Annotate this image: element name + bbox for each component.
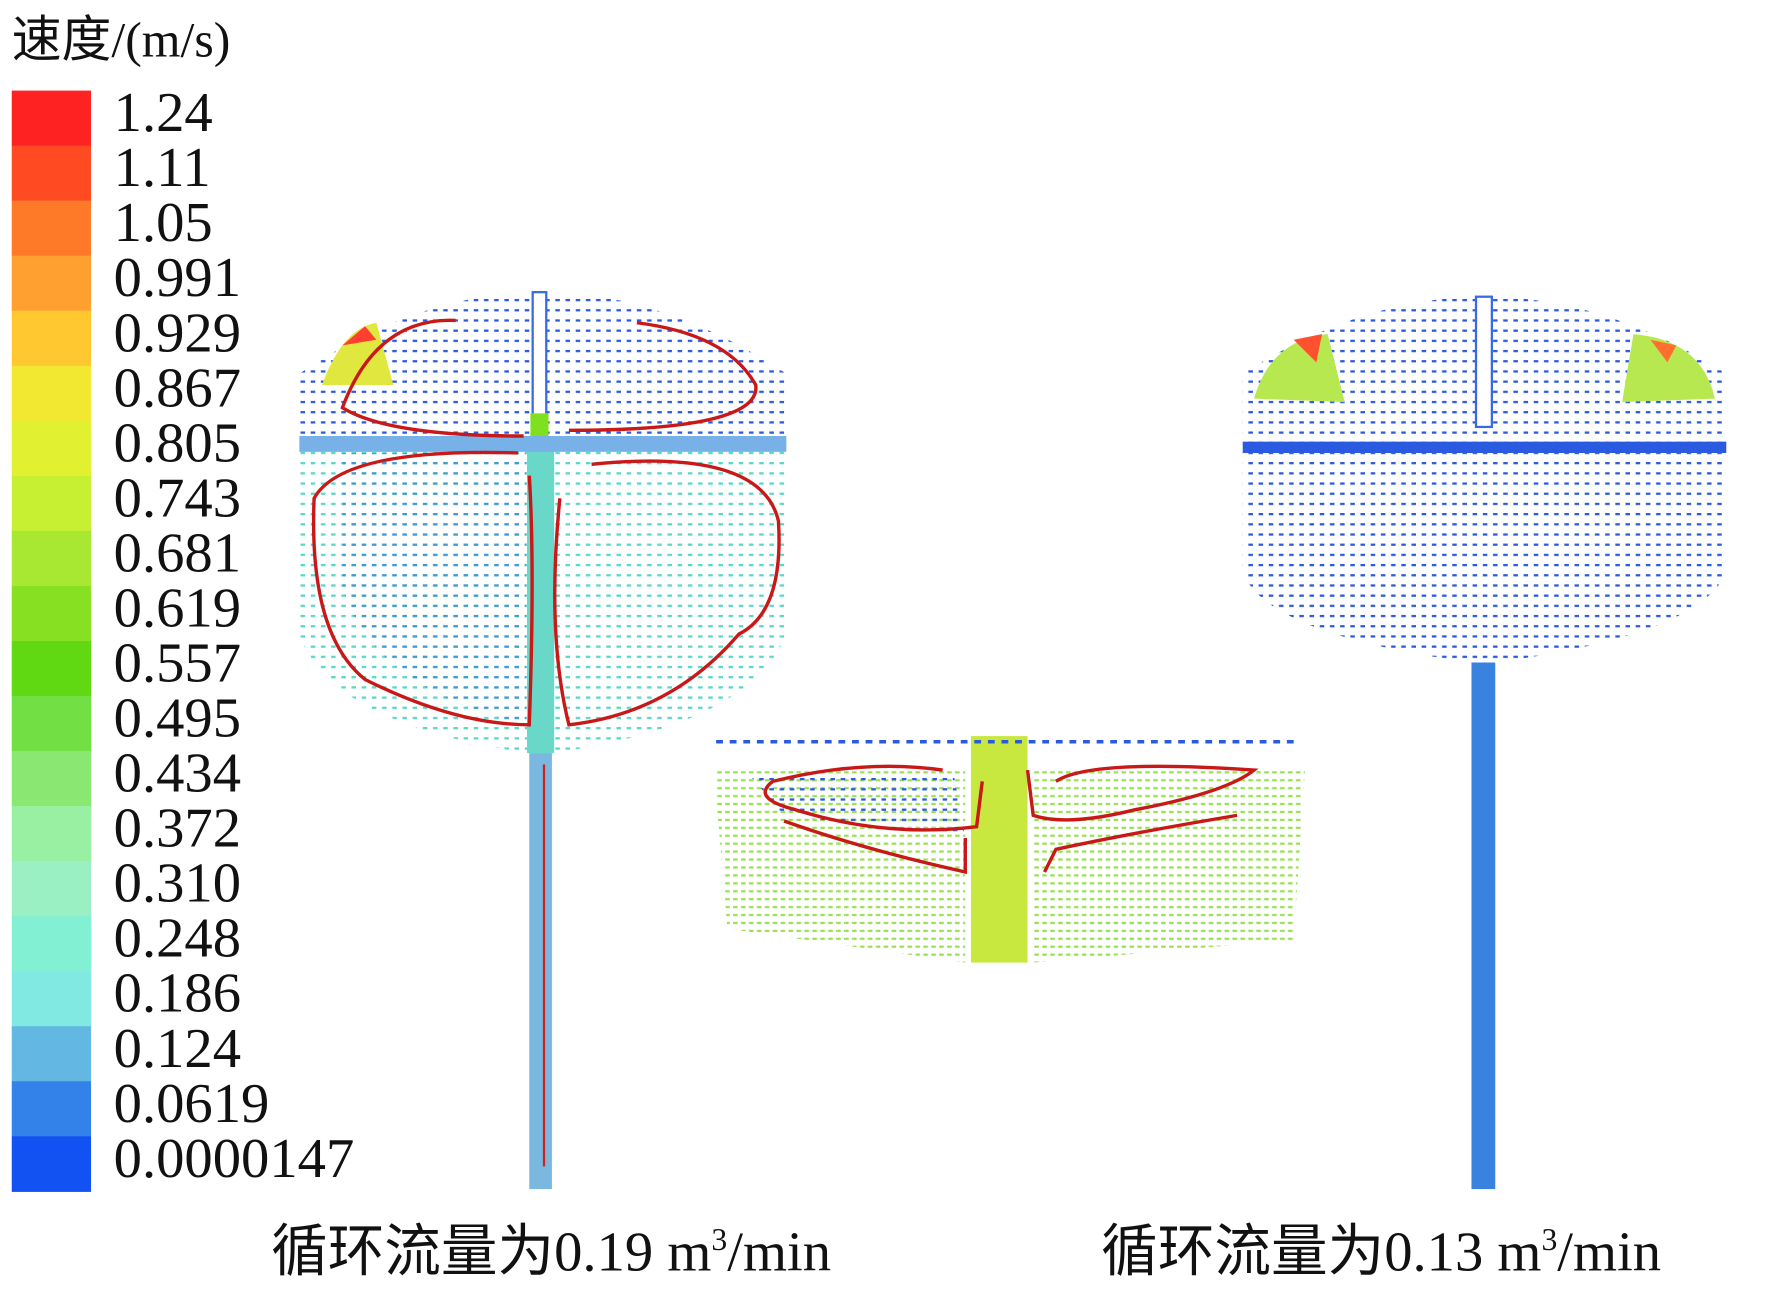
pipe <box>529 753 552 1190</box>
color-band <box>11 585 92 642</box>
color-band <box>11 365 92 422</box>
legend-label: 0.681 <box>114 522 241 584</box>
right-flow-field <box>1242 295 1727 1190</box>
legend-label: 0.186 <box>114 963 241 1025</box>
legend-label: 0.867 <box>114 357 241 419</box>
plate <box>299 435 787 452</box>
vessel <box>1242 296 1727 663</box>
caption-sup: 3 <box>1541 1222 1557 1257</box>
legend-label: 0.557 <box>114 632 241 694</box>
hot-zone <box>530 413 549 436</box>
legend-label: 0.619 <box>114 577 241 639</box>
legend-label: 0.310 <box>114 853 241 915</box>
caption-main: 循环流量为0.19 m <box>271 1222 711 1284</box>
caption: 循环流量为0.19 m3/min <box>271 1222 831 1284</box>
legend-label: 0.248 <box>114 908 241 970</box>
flow-line <box>763 764 984 832</box>
flow-line <box>783 819 967 875</box>
caption: 循环流量为0.13 m3/min <box>1101 1222 1661 1284</box>
color-band <box>11 751 92 807</box>
flow-line <box>311 318 534 727</box>
color-band <box>11 1081 92 1137</box>
color-band <box>11 145 92 202</box>
shaft <box>1474 295 1493 429</box>
legend-label: 0.0619 <box>114 1073 270 1135</box>
color-band <box>11 861 92 917</box>
legend-label: 0.805 <box>114 412 241 474</box>
body-inner <box>342 452 526 725</box>
color-band <box>11 475 92 532</box>
legend-label: 1.24 <box>114 82 213 144</box>
legend-label: 1.11 <box>114 137 211 199</box>
legend-label: 0.991 <box>114 247 241 309</box>
colorbar: 1.241.111.050.9910.9290.8670.8050.7430.6… <box>11 82 355 1192</box>
hot-zone <box>1650 339 1677 363</box>
caption-main: 循环流量为0.13 m <box>1101 1222 1541 1284</box>
color-band <box>11 971 92 1027</box>
inset-jet <box>970 736 1028 963</box>
caption-tail: /min <box>1557 1222 1661 1284</box>
hot-zone <box>342 326 377 346</box>
color-band <box>11 420 92 477</box>
plate <box>1242 441 1727 453</box>
legend-label: 0.929 <box>114 302 241 364</box>
legend-label: 0.495 <box>114 688 241 750</box>
color-band <box>11 200 92 257</box>
pipe <box>1471 662 1496 1190</box>
legend-label: 0.372 <box>114 798 241 860</box>
color-band <box>11 806 92 862</box>
caption-tail: /min <box>727 1222 831 1284</box>
inset-flow-field <box>710 730 1306 963</box>
legend-label: 0.0000147 <box>114 1128 355 1190</box>
color-band <box>11 1136 92 1192</box>
hot-zone <box>322 322 394 386</box>
flow-line <box>553 321 781 727</box>
inset-field <box>750 775 966 839</box>
legend-label: 0.743 <box>114 467 241 529</box>
color-band <box>11 696 92 752</box>
color-band <box>11 310 92 367</box>
hot-zone <box>1622 334 1715 403</box>
inset-field <box>1033 770 1306 963</box>
legend-label: 0.124 <box>114 1018 241 1080</box>
color-band <box>11 255 92 312</box>
color-band <box>11 916 92 972</box>
color-band <box>11 640 92 697</box>
color-band <box>11 530 92 587</box>
left-flow-field <box>299 291 787 1190</box>
color-band <box>11 1026 92 1082</box>
hot-zone <box>1254 334 1345 403</box>
hot-zone <box>1293 334 1322 363</box>
legend-label: 1.05 <box>114 192 213 254</box>
shaft <box>531 291 548 430</box>
color-band <box>11 90 92 147</box>
legend-title: 速度/(m/s) <box>12 13 231 68</box>
legend-label: 0.434 <box>114 743 241 805</box>
flow-line <box>1025 764 1259 873</box>
caption-sup: 3 <box>711 1222 727 1257</box>
